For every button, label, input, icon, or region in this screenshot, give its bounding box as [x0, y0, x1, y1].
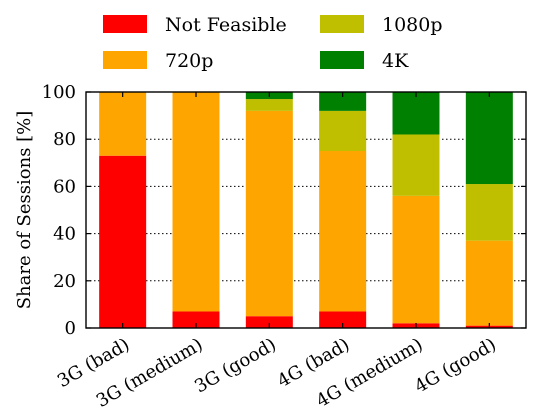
y-tick-label: 80 — [53, 129, 76, 150]
bar-segment-720p — [465, 240, 513, 326]
bar-segment-720p — [245, 110, 293, 317]
gridlines — [86, 138, 526, 282]
plot-frame — [85, 91, 527, 329]
bar-segment-1080p — [392, 134, 440, 196]
legend-label-not-feasible: Not Feasible — [165, 14, 287, 36]
y-tick-labels: 0 20 40 60 80 100 — [42, 82, 76, 339]
legend: Not Feasible 720p 1080p 4K — [103, 14, 443, 72]
legend-swatch-720p — [103, 51, 147, 69]
bar-segment-not-feasible — [245, 316, 293, 328]
legend-label-4k: 4K — [382, 50, 409, 72]
bars — [99, 92, 513, 328]
bar-segment-not-feasible — [99, 155, 147, 328]
legend-swatch-not-feasible — [103, 15, 147, 33]
y-tick-label: 100 — [42, 82, 76, 103]
bar-segment-not-feasible — [172, 311, 220, 328]
x-tick-labels: 3G (bad)3G (medium)3G (good)4G (bad)4G (… — [54, 334, 500, 412]
axes — [85, 91, 527, 329]
bar-segment-1080p — [465, 184, 513, 241]
legend-swatch-1080p — [320, 15, 364, 33]
bar-segment-720p — [319, 151, 367, 312]
legend-label-720p: 720p — [165, 50, 213, 72]
bar-segment-4k — [465, 92, 513, 185]
bar-segment-720p — [392, 195, 440, 324]
bar-segment-4k — [392, 92, 440, 135]
y-tick-label: 20 — [53, 271, 76, 292]
bar-segment-4k — [319, 92, 367, 111]
y-axis-label: Share of Sessions [%] — [14, 111, 35, 310]
y-tick-label: 0 — [65, 318, 76, 339]
bar-segment-720p — [99, 92, 147, 156]
bar-segment-1080p — [319, 110, 367, 151]
y-tick-label: 60 — [53, 176, 76, 197]
bar-segment-1080p — [245, 99, 293, 111]
legend-swatch-4k — [320, 51, 364, 69]
x-tick-label: 3G (good) — [191, 334, 280, 397]
bar-segment-720p — [172, 92, 220, 312]
y-tick-label: 40 — [53, 224, 76, 245]
legend-label-1080p: 1080p — [382, 14, 443, 36]
bar-segment-not-feasible — [319, 311, 367, 328]
x-tick-label: 4G (good) — [411, 334, 500, 397]
